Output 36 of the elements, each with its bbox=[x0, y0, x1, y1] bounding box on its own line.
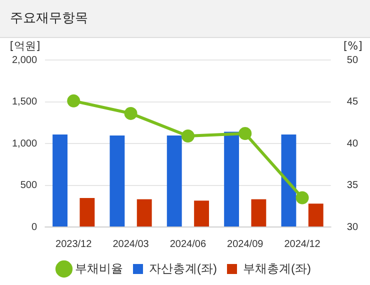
x-tick-label: 2024/03 bbox=[112, 238, 150, 250]
y-tick-label: 1,500 bbox=[12, 96, 38, 108]
bar bbox=[308, 204, 324, 226]
point bbox=[124, 106, 138, 120]
bar bbox=[281, 134, 296, 226]
y-tick-label: 2,000 bbox=[12, 54, 38, 66]
bar bbox=[136, 199, 152, 226]
y-tick-label: 0 bbox=[31, 222, 38, 233]
y2-tick-label: 45 bbox=[346, 96, 358, 108]
legend-label: 부채총계(좌) bbox=[243, 261, 311, 276]
point bbox=[67, 94, 80, 108]
x-tick-label: 2023/12 bbox=[56, 238, 92, 250]
x-tick-label: 2024/06 bbox=[170, 238, 206, 250]
y-tick-label: 500 bbox=[20, 180, 38, 191]
bar bbox=[194, 200, 209, 226]
y2-axis-title: [%] bbox=[343, 39, 362, 52]
x-tick-label: 2024/12 bbox=[284, 238, 321, 250]
legend-label: 자산총계(좌) bbox=[149, 261, 218, 276]
point bbox=[181, 129, 194, 142]
legend-label: 부채비율 bbox=[75, 261, 124, 276]
point bbox=[238, 126, 252, 140]
bar bbox=[251, 199, 266, 226]
y2-tick-label: 35 bbox=[346, 180, 358, 191]
bar bbox=[110, 135, 125, 226]
y2-tick-label: 30 bbox=[346, 222, 358, 233]
x-tick-label: 2024/09 bbox=[227, 238, 264, 250]
y-axis-title: [억원] bbox=[10, 39, 40, 52]
bar bbox=[80, 198, 95, 226]
point bbox=[296, 191, 309, 204]
bar bbox=[224, 132, 240, 226]
bar bbox=[52, 134, 68, 226]
y2-tick-label: 50 bbox=[346, 54, 358, 66]
bar bbox=[166, 135, 182, 226]
y-tick-label: 1,000 bbox=[12, 138, 38, 150]
chart-title: 주요재무항목 bbox=[0, 0, 370, 38]
y2-tick-label: 40 bbox=[346, 138, 358, 150]
